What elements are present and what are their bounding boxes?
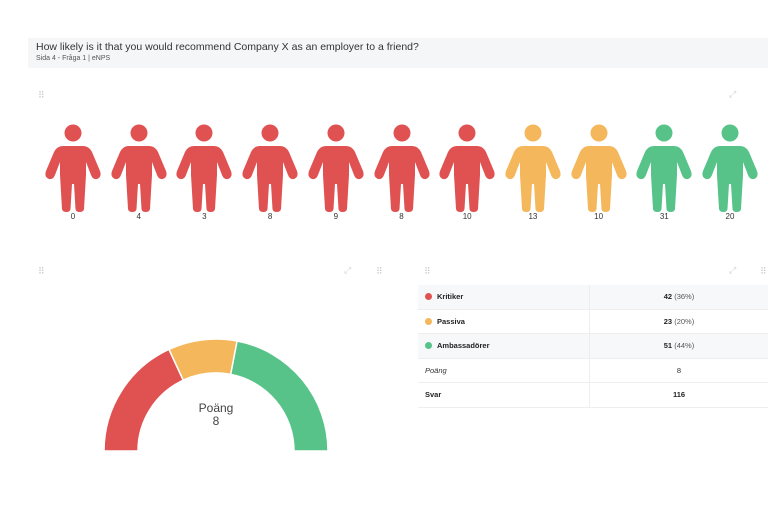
gauge-score-value: 8: [212, 414, 220, 428]
person-figure-icon: [242, 124, 298, 212]
figure-value-label: 8: [267, 212, 273, 221]
person-figure-icon: [636, 124, 692, 212]
person-head: [590, 124, 608, 142]
drag-handle-icon[interactable]: ⠿: [38, 90, 45, 100]
row-count: 23: [663, 316, 673, 326]
person-head: [393, 124, 410, 142]
answers-label: Svar: [418, 382, 590, 408]
person-icon: 9: [307, 124, 365, 229]
person-icon: 4: [110, 124, 168, 229]
row-percent: (36%): [674, 292, 695, 302]
table-row: Passiva 23 (20%): [418, 309, 768, 334]
figure-value-label: 9: [333, 212, 339, 221]
row-count: 51: [663, 341, 673, 351]
person-figure-icon: [373, 124, 430, 212]
person-head: [458, 124, 476, 142]
person-icon: 13: [504, 124, 562, 229]
person-figure-icon: [176, 124, 232, 212]
drag-handle-icon[interactable]: ⠿: [38, 266, 45, 276]
table-row: Poäng 8: [418, 358, 768, 383]
person-head: [524, 124, 542, 142]
question-header: How likely is it that you would recommen…: [28, 38, 768, 68]
row-label: Passiva: [437, 316, 465, 326]
person-head: [721, 124, 739, 142]
row-count: 42: [663, 292, 673, 302]
person-icon: 10: [438, 124, 496, 229]
person-body: [702, 146, 758, 212]
expand-icon[interactable]: ⤢: [344, 265, 352, 275]
figure-value-label: 13: [528, 212, 538, 221]
person-body: [505, 146, 561, 212]
person-body: [176, 146, 232, 212]
person-head: [327, 124, 345, 142]
figure-value-label: 10: [462, 212, 472, 221]
row-percent: (20%): [674, 316, 695, 326]
person-figure-icon: [439, 124, 495, 212]
expand-icon[interactable]: ⤢: [729, 265, 737, 275]
drag-handle-icon[interactable]: ⠿: [376, 266, 383, 276]
figure-value-label: 4: [136, 212, 141, 221]
question-subtitle: Sida 4 - Fråga 1 | eNPS: [36, 55, 111, 62]
figure-value-label: 8: [399, 212, 404, 221]
figure-value-label: 10: [594, 212, 604, 221]
person-figure-icon: [111, 124, 167, 212]
figure-value-label: 0: [70, 212, 76, 221]
person-head: [64, 124, 82, 142]
gauge-score-label: Poäng: [198, 401, 234, 415]
person-icon: 0: [44, 124, 102, 229]
person-body: [373, 146, 430, 212]
person-body: [439, 146, 495, 212]
table-row: Ambassadörer 51 (44%): [418, 333, 768, 359]
person-figure-icon: [45, 124, 101, 212]
figure-value-label: 20: [725, 212, 735, 221]
person-icon: 8: [373, 124, 431, 229]
person-body: [242, 146, 298, 212]
question-title: How likely is it that you would recommen…: [36, 41, 419, 53]
person-figure-icon: [571, 124, 627, 212]
person-body: [308, 146, 364, 212]
person-icon: 3: [175, 124, 233, 229]
person-body: [45, 146, 101, 212]
row-label: Ambassadörer: [437, 341, 490, 351]
passives-dot-icon: [425, 317, 432, 325]
figure-value-label: 3: [202, 212, 207, 221]
person-figure-icon: [505, 124, 561, 212]
drag-handle-icon[interactable]: ⠿: [760, 266, 767, 276]
answers-value: 116: [589, 382, 768, 408]
person-icon: 8: [241, 124, 299, 229]
gauge-segment-kritiker: [103, 348, 185, 452]
promoters-dot-icon: [425, 342, 432, 350]
row-percent: (44%): [674, 341, 695, 351]
table-row: Svar 116: [418, 382, 768, 408]
score-label: Poäng: [418, 358, 590, 383]
person-icon: 10: [570, 124, 628, 229]
person-head: [130, 124, 148, 142]
expand-icon[interactable]: ⤢: [729, 89, 737, 99]
person-body: [111, 146, 167, 212]
score-value: 8: [589, 358, 768, 383]
person-icon: 20: [701, 124, 759, 229]
person-head: [655, 124, 673, 142]
critics-dot-icon: [425, 293, 432, 301]
person-body: [571, 146, 627, 212]
person-body: [636, 146, 692, 212]
drag-handle-icon[interactable]: ⠿: [424, 266, 431, 276]
row-label: Kritiker: [437, 292, 464, 302]
enps-summary-table: Kritiker 42 (36%) Passiva 23 (20%) Ambas…: [418, 285, 768, 408]
score-distribution-chart: 0 4 3 8 9 8 10 13 10 31 20: [44, 124, 768, 229]
person-head: [261, 124, 279, 142]
gauge-segment-ambassadörer: [229, 340, 329, 452]
table-row: Kritiker 42 (36%): [418, 285, 768, 310]
person-icon: 31: [635, 124, 693, 229]
person-head: [195, 124, 213, 142]
figure-value-label: 31: [659, 212, 669, 221]
person-figure-icon: [702, 124, 758, 212]
person-figure-icon: [308, 124, 364, 212]
